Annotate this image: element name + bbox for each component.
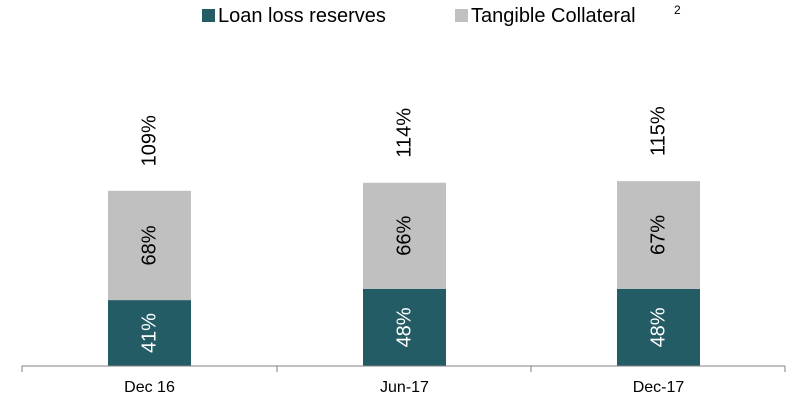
total-label-dec-16: 109%: [139, 115, 161, 166]
legend-label-tangible-collateral: Tangible Collateral: [471, 5, 636, 27]
data-label-loan-loss-reserves-jun-17: 48%: [394, 307, 416, 347]
total-label-jun-17: 114%: [394, 108, 416, 158]
legend-swatch-loan-loss-reserves: [202, 9, 215, 22]
data-label-loan-loss-reserves-dec-17: 48%: [648, 307, 670, 347]
data-label-loan-loss-reserves-dec-16: 41%: [139, 313, 161, 353]
x-tick-label-dec-16: Dec 16: [124, 379, 175, 396]
legend-item-tangible-collateral: Tangible Collateral 2: [455, 3, 681, 27]
bar-tangible-collateral-dec-17: [617, 181, 700, 289]
legend-swatch-tangible-collateral: [455, 9, 468, 22]
legend-superscript: 2: [674, 3, 681, 17]
total-label-dec-17: 115%: [648, 106, 670, 156]
x-tick-label-dec-17: Dec-17: [633, 379, 685, 396]
bar-loan-loss-reserves-jun-17: [363, 288, 446, 366]
bar-tangible-collateral-jun-17: [363, 182, 446, 289]
bar-loan-loss-reserves-dec-17: [617, 288, 700, 366]
legend: Loan loss reserves Tangible Collateral 2: [202, 3, 681, 27]
data-label-tangible-collateral-dec-16: 68%: [139, 225, 161, 265]
bar-loan-loss-reserves-dec-16: [108, 300, 191, 366]
legend-label-loan-loss-reserves: Loan loss reserves: [218, 5, 386, 27]
bar-tangible-collateral-dec-16: [108, 190, 191, 301]
x-tick-label-jun-17: Jun-17: [380, 379, 429, 396]
data-label-tangible-collateral-dec-17: 67%: [648, 215, 670, 255]
plot-area: 41% 68% 109% 48% 66% 114% 48% 67% 115%: [108, 106, 700, 366]
legend-item-loan-loss-reserves: Loan loss reserves: [202, 5, 386, 27]
data-label-tangible-collateral-jun-17: 66%: [394, 216, 416, 256]
x-axis: Dec 16 Jun-17 Dec-17: [21, 365, 786, 396]
